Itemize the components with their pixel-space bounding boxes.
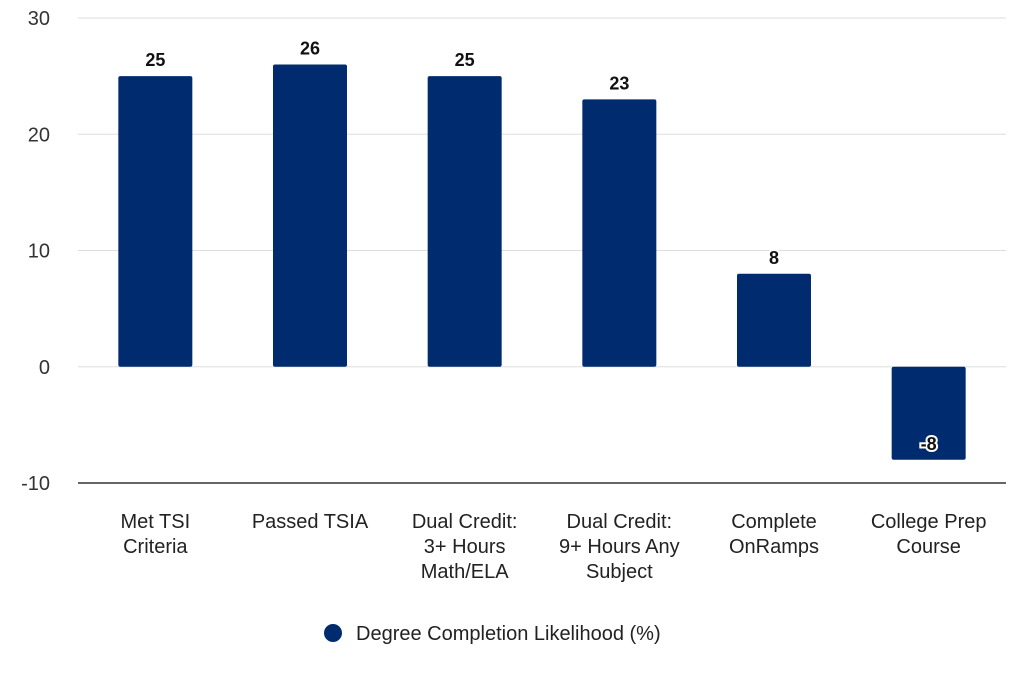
x-category-label: Passed TSIA [252,511,369,533]
bars [118,64,966,460]
data-label: -8 [921,434,937,454]
data-label: 25 [455,50,475,70]
legend: Degree Completion Likelihood (%) [324,623,661,645]
x-category-label: Dual Credit: 3+ Hours Math/ELA [412,511,518,583]
data-label: 26 [300,39,320,59]
bar [427,76,502,367]
x-category-label: College Prep Course [871,511,987,558]
y-tick-label: -10 [21,473,50,495]
data-labels: 25 26 25 23 8 -8 [143,37,938,456]
y-axis-ticks: 30 20 10 0 -10 [21,8,50,495]
y-tick-label: 30 [28,8,50,30]
x-category-line: Complete [731,511,817,533]
gridlines [78,17,1006,484]
x-category-line: Passed TSIA [252,511,369,533]
x-category-label: Dual Credit: 9+ Hours Any Subject [559,511,680,583]
x-category-line: Met TSI [121,511,191,533]
x-category-line: College Prep [871,511,987,533]
x-category-line: Subject [586,561,653,583]
legend-marker [324,624,342,642]
data-label: 23 [609,73,629,93]
bar [891,366,966,460]
bar [273,64,347,367]
bar [118,76,193,367]
x-category-line: 9+ Hours Any [559,536,680,558]
data-label: 25 [145,50,165,70]
x-category-line: Course [896,536,960,558]
x-category-label: Met TSI Criteria [121,511,191,558]
bar [582,99,657,367]
bar [737,273,811,367]
x-category-line: OnRamps [729,536,819,558]
x-category-line: Dual Credit: [567,511,673,533]
x-category-line: 3+ Hours [424,536,506,558]
x-axis-categories: Met TSI Criteria Passed TSIA Dual Credit: 3+… [121,511,987,583]
x-category-line: Math/ELA [421,561,509,583]
legend-label: Degree Completion Likelihood (%) [356,623,661,645]
data-label: 8 [769,248,779,268]
x-category-label: Complete OnRamps [729,511,819,558]
y-tick-label: 10 [28,241,50,263]
y-tick-label: 20 [28,124,50,146]
x-category-line: Criteria [123,536,188,558]
y-tick-label: 0 [39,357,50,379]
x-category-line: Dual Credit: [412,511,518,533]
